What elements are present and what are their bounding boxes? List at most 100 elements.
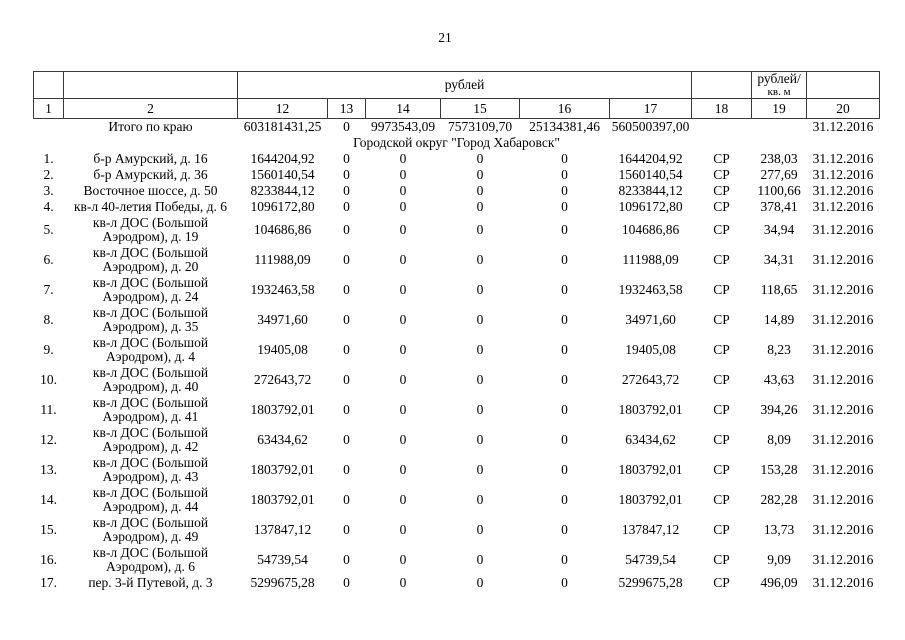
value-cell-16: 0 — [561, 342, 568, 357]
totals-value-16: 25134381,46 — [529, 119, 600, 134]
value-cell-14: 0 — [399, 222, 407, 237]
value-cell-16: 0 — [561, 372, 568, 387]
row-number: 8. — [43, 312, 54, 327]
status-cell: СР — [713, 222, 730, 237]
value-cell-19: 1100,66 — [757, 183, 801, 198]
row-number: 7. — [43, 282, 54, 297]
row-number: 4. — [43, 199, 54, 214]
totals-date: 31.12.2016 — [812, 119, 874, 134]
address-cell: кв-л ДОС (Большой Аэродром), д. 41 — [92, 395, 209, 424]
address-cell: Восточное шоссе, д. 50 — [83, 183, 218, 198]
totals-value-14: 9973543,09 — [370, 119, 436, 134]
value-cell-12: 1932463,58 — [250, 282, 315, 297]
table-header: рублей рублей/ кв. м 1 2 12 13 14 15 16 … — [33, 71, 881, 119]
value-cell-19: 14,89 — [763, 312, 795, 327]
value-cell-19: 378,41 — [760, 199, 798, 214]
address-cell: кв-л ДОС (Большой Аэродром), д. 44 — [92, 485, 209, 514]
row-number: 16. — [40, 552, 57, 567]
value-cell-12: 111988,09 — [254, 252, 311, 267]
table-row: 11. кв-л ДОС (Большой Аэродром), д. 41 18… — [34, 395, 880, 425]
unit-header-blank-2 — [63, 71, 238, 99]
table-row: 2. б-р Амурский, д. 36 1560140,54 0 0 0 … — [34, 167, 880, 183]
value-cell-13: 0 — [343, 462, 350, 477]
address-cell: кв-л ДОС (Большой Аэродром), д. 43 — [92, 455, 209, 484]
value-cell-13: 0 — [343, 522, 350, 537]
value-cell-17: 1560140,54 — [618, 167, 683, 182]
date-cell: 31.12.2016 — [812, 167, 874, 182]
col-number-2: 2 — [63, 98, 238, 119]
value-cell-17: 54739,54 — [625, 552, 676, 567]
value-cell-15: 0 — [476, 199, 484, 214]
date-cell: 31.12.2016 — [812, 575, 874, 590]
address-cell: кв-л ДОС (Большой Аэродром), д. 40 — [92, 365, 209, 394]
value-cell-16: 0 — [561, 312, 568, 327]
value-cell-15: 0 — [476, 282, 484, 297]
totals-value-15: 7573109,70 — [447, 119, 513, 134]
status-cell: СР — [713, 151, 730, 166]
value-cell-12: 63434,62 — [257, 432, 308, 447]
value-cell-19: 394,26 — [760, 402, 798, 417]
address-cell: кв-л ДОС (Большой Аэродром), д. 20 — [92, 245, 209, 274]
value-cell-14: 0 — [399, 372, 407, 387]
value-cell-17: 137847,12 — [621, 522, 680, 537]
table-row: 17. пер. 3-й Путевой, д. 3 5299675,28 0 … — [34, 575, 880, 591]
value-cell-17: 19405,08 — [625, 342, 676, 357]
value-cell-14: 0 — [399, 167, 407, 182]
address-cell: кв-л 40-летия Победы, д. 6 — [73, 199, 228, 214]
value-cell-16: 0 — [561, 282, 568, 297]
date-cell: 31.12.2016 — [812, 183, 874, 198]
address-cell: кв-л ДОС (Большой Аэродром), д. 19 — [92, 215, 209, 244]
value-cell-16: 0 — [561, 492, 568, 507]
totals-blank-num — [34, 119, 64, 136]
row-number: 12. — [40, 432, 57, 447]
unit-header-blank-1 — [33, 71, 64, 99]
value-cell-19: 118,65 — [760, 282, 798, 297]
col-number-14: 14 — [365, 98, 441, 119]
status-cell: СР — [713, 402, 730, 417]
value-cell-17: 34971,60 — [625, 312, 676, 327]
value-cell-19: 282,28 — [760, 492, 798, 507]
value-cell-14: 0 — [399, 312, 407, 327]
value-cell-13: 0 — [343, 183, 350, 198]
date-cell: 31.12.2016 — [812, 312, 874, 327]
address-cell: кв-л ДОС (Большой Аэродром), д. 4 — [92, 335, 209, 364]
table-row: 8. кв-л ДОС (Большой Аэродром), д. 35 349… — [34, 305, 880, 335]
table-row: 15. кв-л ДОС (Большой Аэродром), д. 49 13… — [34, 515, 880, 545]
value-cell-14: 0 — [399, 432, 407, 447]
value-cell-16: 0 — [561, 522, 568, 537]
row-number: 15. — [40, 522, 57, 537]
status-cell: СР — [713, 432, 730, 447]
value-cell-12: 1803792,01 — [250, 492, 315, 507]
row-number: 3. — [43, 183, 54, 198]
value-cell-13: 0 — [343, 552, 350, 567]
value-cell-19: 8,09 — [767, 432, 791, 447]
status-cell: СР — [713, 342, 730, 357]
value-cell-17: 63434,62 — [625, 432, 676, 447]
value-cell-17: 5299675,28 — [618, 575, 683, 590]
report-table: рублей рублей/ кв. м 1 2 12 13 14 15 16 … — [33, 71, 881, 591]
totals-label: Итого по краю — [108, 119, 193, 134]
unit-header-rubles-per-sqm-line2: кв. м — [767, 85, 791, 98]
value-cell-13: 0 — [343, 282, 350, 297]
status-cell: СР — [713, 522, 730, 537]
address-cell: б-р Амурский, д. 16 — [93, 151, 208, 166]
row-number: 11. — [40, 402, 57, 417]
unit-header-blank-20 — [806, 71, 881, 99]
value-cell-17: 1932463,58 — [618, 282, 683, 297]
value-cell-14: 0 — [399, 151, 407, 166]
value-cell-14: 0 — [399, 282, 407, 297]
value-cell-14: 0 — [399, 402, 407, 417]
table-row: 6. кв-л ДОС (Большой Аэродром), д. 20 111… — [34, 245, 880, 275]
status-cell: СР — [713, 199, 730, 214]
value-cell-15: 0 — [476, 342, 484, 357]
column-number-row: 1 2 12 13 14 15 16 17 18 19 20 — [33, 98, 881, 119]
status-cell: СР — [713, 492, 730, 507]
value-cell-16: 0 — [561, 432, 568, 447]
col-number-17: 17 — [608, 98, 693, 119]
value-cell-16: 0 — [561, 183, 568, 198]
value-cell-13: 0 — [343, 372, 350, 387]
date-cell: 31.12.2016 — [812, 462, 874, 477]
row-number: 10. — [40, 372, 57, 387]
status-cell: СР — [713, 167, 730, 182]
